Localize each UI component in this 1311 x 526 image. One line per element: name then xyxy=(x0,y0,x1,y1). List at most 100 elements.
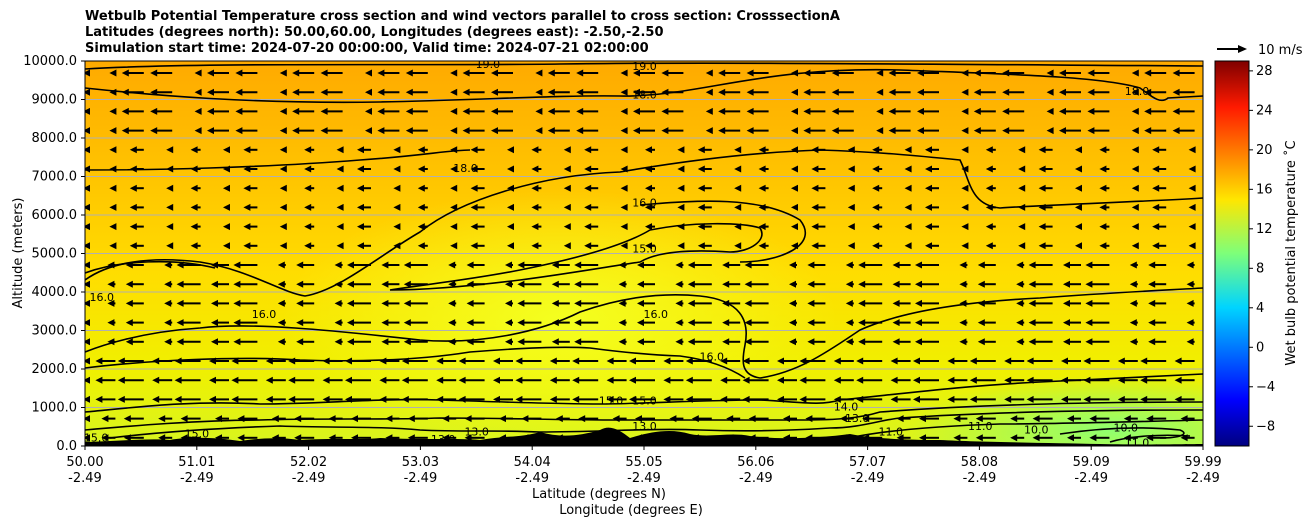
wind-arrow xyxy=(961,107,969,115)
wind-arrow xyxy=(925,146,939,154)
x-tick-label-lon: -2.49 xyxy=(1074,471,1108,486)
wind-arrow xyxy=(531,184,542,192)
wind-arrow xyxy=(507,184,514,192)
wind-arrow xyxy=(1026,376,1053,384)
wind-arrow xyxy=(223,165,230,173)
wind-arrow xyxy=(758,165,769,173)
wind-arrow xyxy=(109,184,117,192)
wind-arrow xyxy=(847,242,855,250)
wind-arrow xyxy=(620,88,628,96)
wind-arrow xyxy=(211,319,229,327)
wind-arrow xyxy=(1038,203,1053,211)
wind-arrow xyxy=(85,319,90,327)
wind-arrow xyxy=(109,107,117,115)
wind-arrow xyxy=(917,107,939,115)
wind-arrow xyxy=(973,127,996,135)
wind-arrow xyxy=(718,69,741,77)
wind-arrow xyxy=(845,280,854,288)
wind-arrow xyxy=(1028,338,1053,346)
wind-arrow xyxy=(466,319,485,327)
wind-arrow xyxy=(347,299,371,307)
wind-arrow xyxy=(1010,415,1025,423)
wind-arrow xyxy=(744,319,769,327)
wind-arrow xyxy=(334,261,343,269)
wind-arrow xyxy=(637,319,655,327)
contour-19 xyxy=(85,62,1203,70)
wind-arrow xyxy=(572,395,599,403)
wind-arrow xyxy=(405,88,428,96)
wind-arrow xyxy=(574,261,599,269)
wind-arrow xyxy=(345,376,371,384)
wind-arrow xyxy=(95,376,116,384)
colorbar-tick-label: 16 xyxy=(1256,182,1273,197)
wind-arrow xyxy=(635,434,655,442)
wind-arrow xyxy=(190,165,201,173)
wind-arrow xyxy=(442,415,457,423)
wind-arrow xyxy=(462,127,485,135)
wind-arrow xyxy=(892,261,911,269)
wind-arrow xyxy=(890,357,911,365)
wind-arrow xyxy=(129,223,144,231)
wind-arrow xyxy=(789,338,797,346)
x-tick-label-lon: -2.49 xyxy=(68,471,102,486)
wind-arrow xyxy=(620,184,628,192)
wind-arrow xyxy=(1188,146,1196,154)
wind-arrow xyxy=(637,261,655,269)
wind-arrow xyxy=(279,223,287,231)
wind-arrow xyxy=(633,88,655,96)
wind-arrow xyxy=(705,69,713,77)
wind-arrow xyxy=(620,223,628,231)
wind-arrow xyxy=(123,434,144,442)
wind-arrow xyxy=(85,242,90,250)
yellow-region xyxy=(280,190,840,446)
wind-arrow xyxy=(1152,203,1167,211)
contour-16-upper xyxy=(85,149,1203,297)
wind-arrow xyxy=(718,88,741,96)
wind-arrow xyxy=(633,69,655,77)
wind-arrow xyxy=(1129,280,1138,288)
wind-arrow xyxy=(791,223,798,231)
wind-arrow xyxy=(505,319,513,327)
wind-arrow xyxy=(1099,223,1110,231)
wind-arrow xyxy=(1075,223,1082,231)
wind-arrow xyxy=(1131,165,1139,173)
wind-arrow xyxy=(620,127,628,135)
y-tick-label: 6000.0 xyxy=(32,208,78,223)
chart-title-line-1: Wetbulb Potential Temperature cross sect… xyxy=(85,9,840,24)
wind-arrow xyxy=(517,280,542,288)
wind-arrow xyxy=(1028,261,1053,269)
x-tick-label-lat: 50.00 xyxy=(66,455,103,470)
wind-arrow xyxy=(357,165,371,173)
wind-arrow xyxy=(223,184,230,192)
wind-arrow xyxy=(296,280,315,288)
wind-arrow xyxy=(959,299,968,307)
wind-arrow xyxy=(493,376,513,384)
wind-arrow xyxy=(961,242,969,250)
wind-arrow xyxy=(913,395,939,403)
wind-arrow xyxy=(85,395,90,403)
wind-arrow xyxy=(1028,319,1053,327)
wind-arrow xyxy=(190,203,201,211)
colorbar-tick-label: 4 xyxy=(1256,301,1264,316)
wind-arrow xyxy=(890,376,911,384)
wind-arrow xyxy=(347,261,371,269)
wind-arrow xyxy=(1129,319,1138,327)
wind-arrow xyxy=(85,434,90,442)
wind-arrow xyxy=(470,242,485,250)
wind-arrow xyxy=(405,127,428,135)
wind-arrow xyxy=(403,261,428,269)
wind-arrow xyxy=(320,127,343,135)
wind-arrow xyxy=(164,280,173,288)
wind-arrow xyxy=(403,319,428,327)
wind-arrow xyxy=(876,107,884,115)
wind-arrow xyxy=(515,376,542,384)
x-tick-label-lon: -2.49 xyxy=(739,471,773,486)
wind-arrow xyxy=(296,319,315,327)
y-tick-label: 3000.0 xyxy=(32,324,78,339)
wind-arrow xyxy=(856,376,883,384)
y-tick-label: 7000.0 xyxy=(32,170,78,185)
wind-arrow xyxy=(734,165,742,173)
wind-arrow xyxy=(831,107,854,115)
y-axis-label: Altitude (meters) xyxy=(11,198,26,309)
wind-arrow xyxy=(121,127,144,135)
